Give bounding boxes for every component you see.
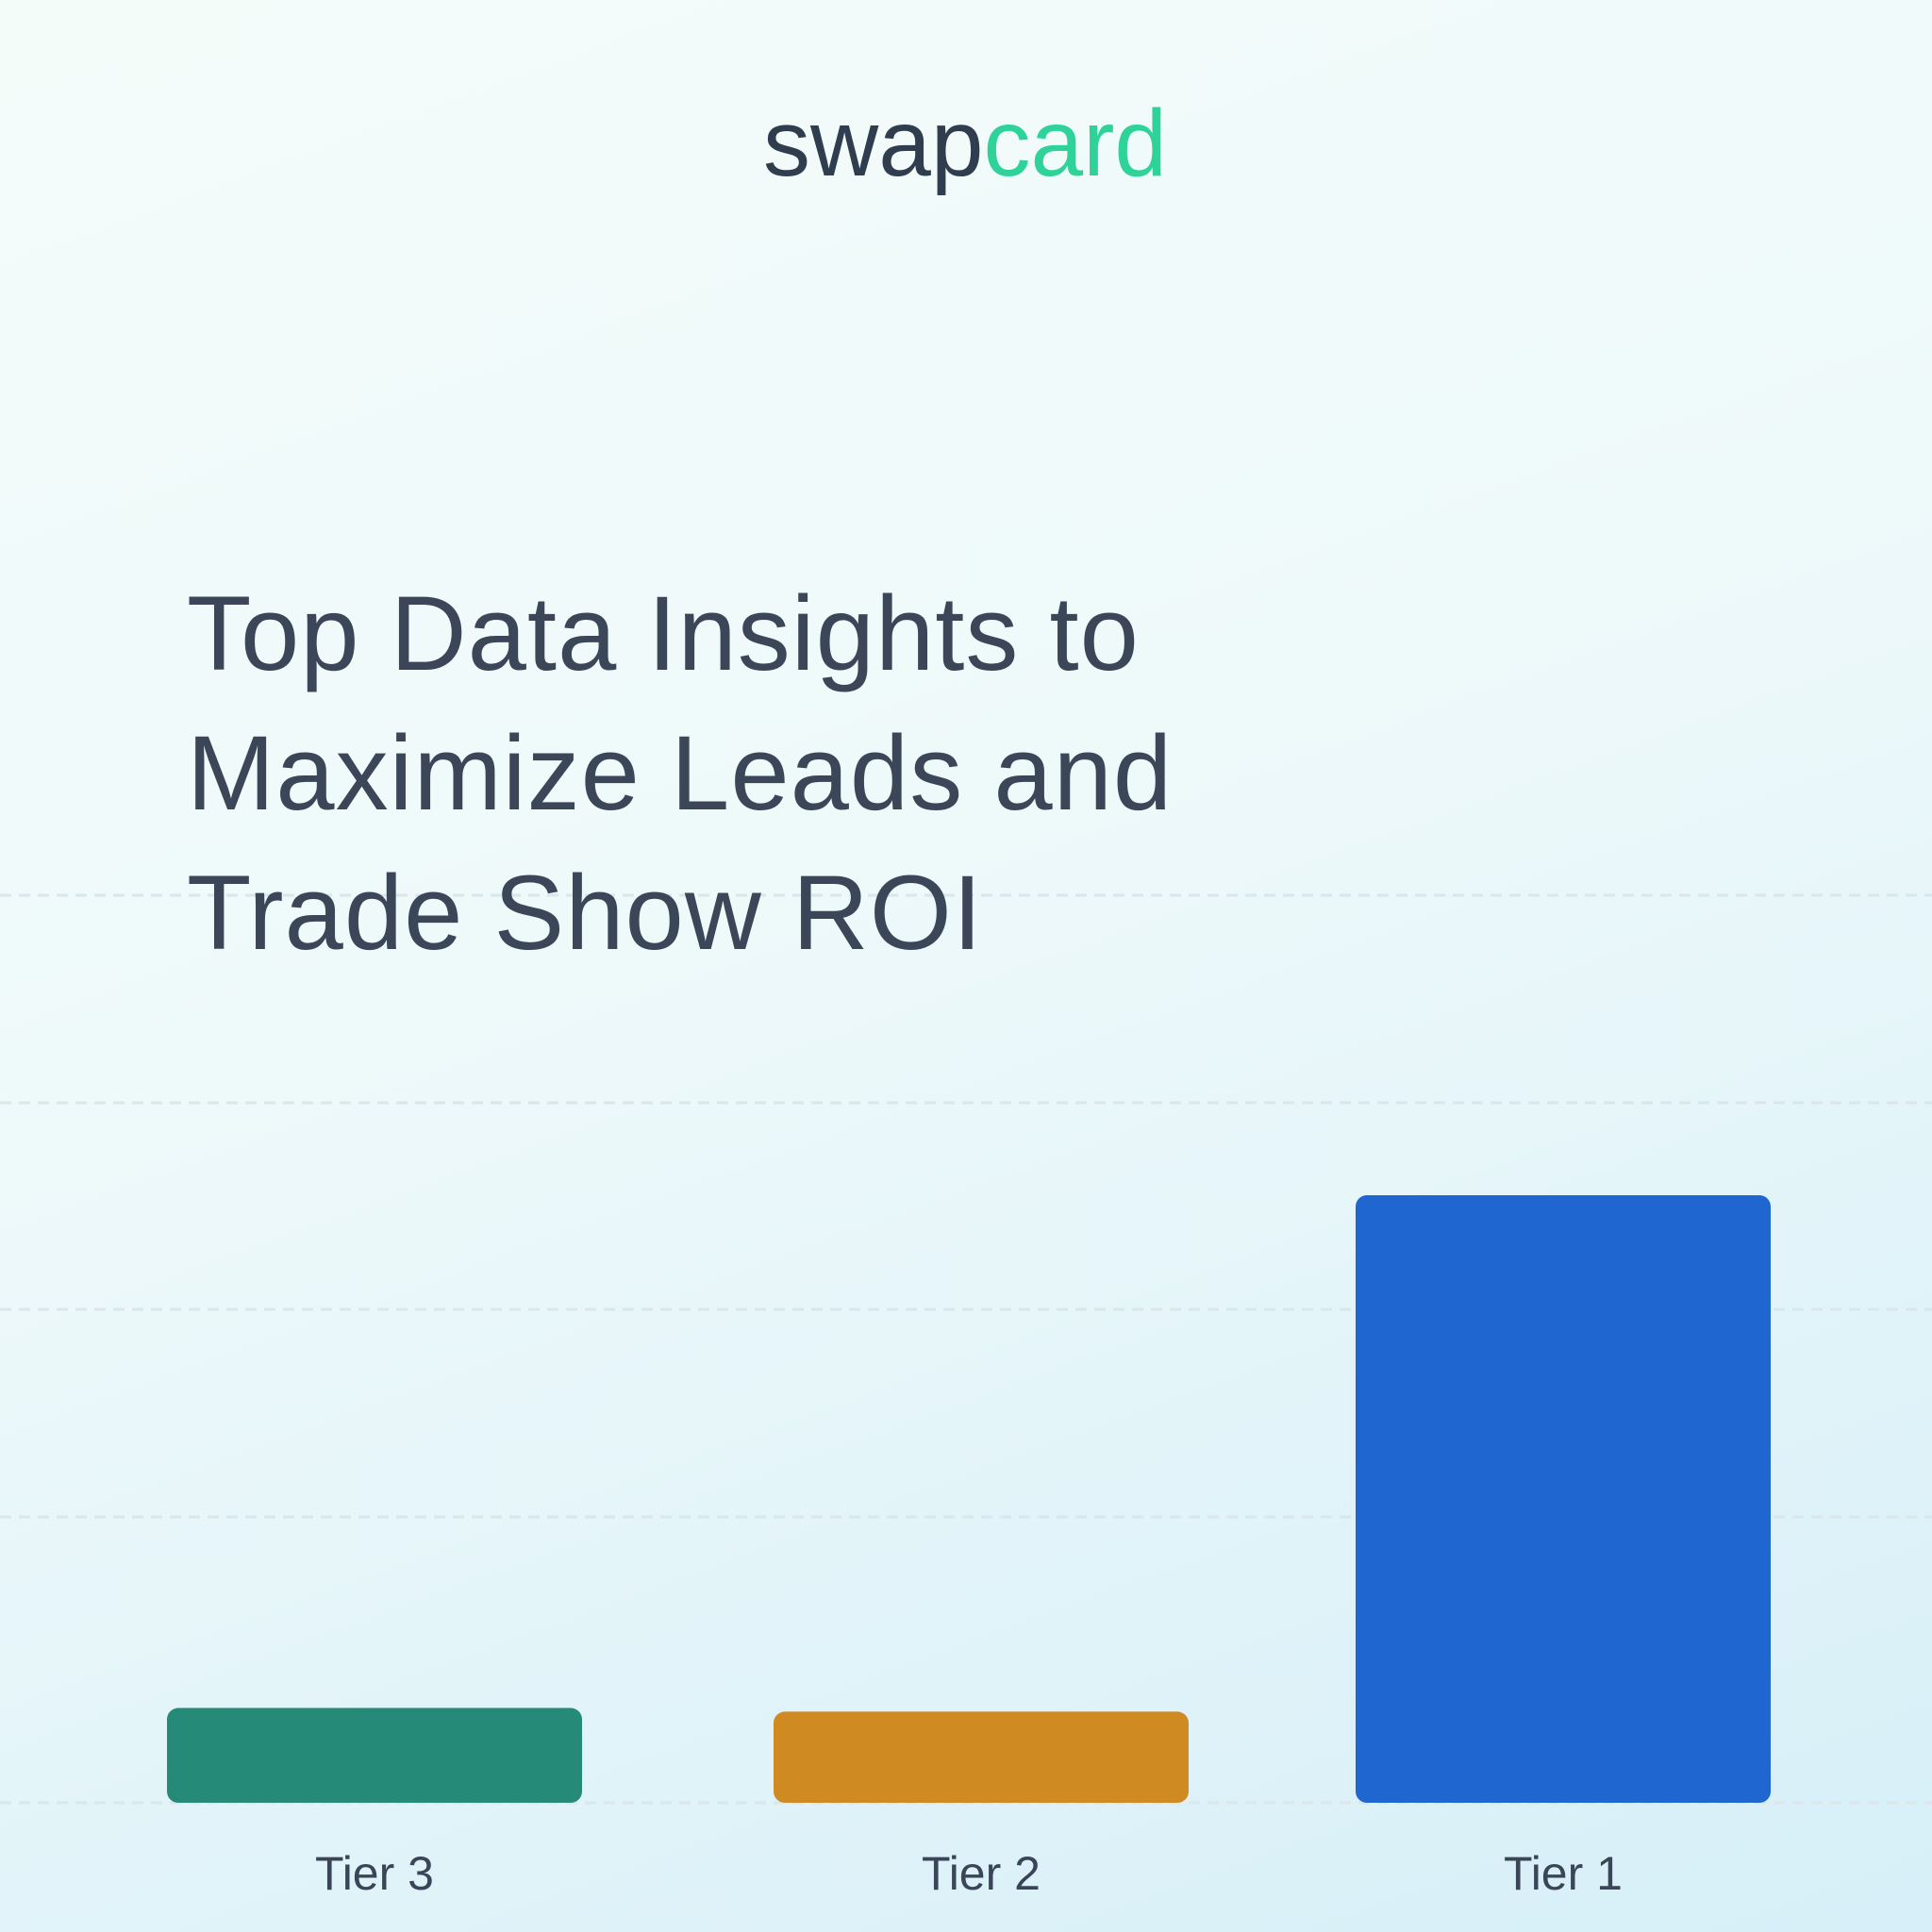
bar bbox=[167, 1707, 582, 1803]
chart-title: Top Data Insights to Maximize Leads and … bbox=[187, 575, 1174, 972]
x-tick-label: Tier 2 bbox=[922, 1847, 1041, 1900]
x-tick-label: Tier 1 bbox=[1504, 1847, 1623, 1900]
logo-part: card bbox=[983, 91, 1167, 196]
logo: swapcard bbox=[763, 91, 1167, 196]
bar bbox=[774, 1711, 1189, 1803]
bar bbox=[1356, 1195, 1771, 1803]
logo-part: swap bbox=[763, 91, 983, 196]
x-tick-label: Tier 3 bbox=[315, 1847, 434, 1900]
